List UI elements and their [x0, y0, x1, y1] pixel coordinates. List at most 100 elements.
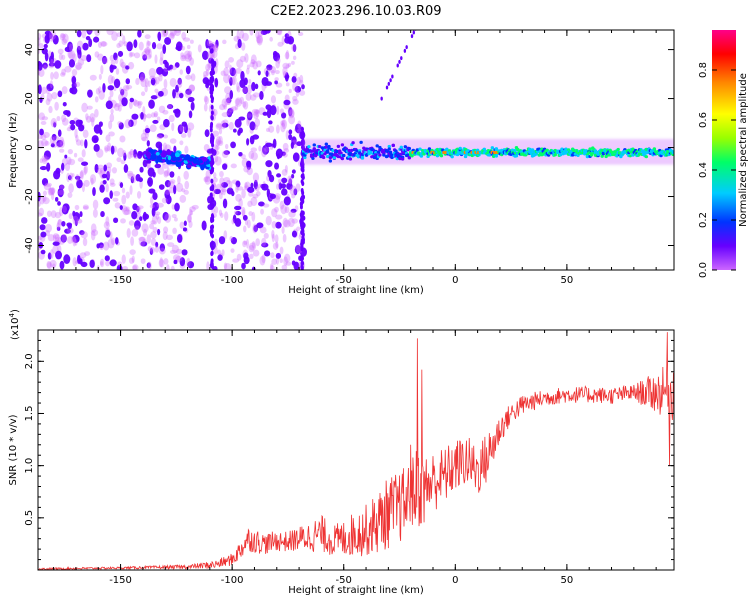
- heatmap-cell: [291, 174, 295, 179]
- heatmap-cell: [189, 57, 194, 66]
- heatmap-cell: [169, 138, 177, 144]
- heatmap-cell: [204, 129, 210, 138]
- heatmap-cell: [239, 79, 246, 89]
- heatmap-cell: [41, 47, 48, 55]
- heatmap-cell: [261, 242, 269, 248]
- spectrogram-ylabel: Frequency (Hz): [8, 112, 19, 188]
- heatmap-cell: [50, 210, 57, 219]
- heatmap-cell: [238, 198, 243, 208]
- heatmap-cell: [51, 187, 55, 196]
- heatmap-cell: [293, 188, 298, 196]
- heatmap-cell: [39, 224, 46, 231]
- heatmap-cell: [259, 226, 267, 234]
- heatmap-cell: [73, 152, 78, 158]
- heatmap-cell: [274, 162, 280, 170]
- heatmap-cell: [210, 240, 214, 246]
- heatmap-cell: [171, 244, 179, 254]
- heatmap-cell: [243, 225, 247, 233]
- heatmap-cell: [166, 264, 170, 270]
- heatmap-cell: [272, 242, 279, 250]
- heatmap-cell: [150, 238, 157, 246]
- heatmap-cell: [255, 34, 263, 44]
- heatmap-cell: [205, 68, 210, 77]
- heatmap-cell: [223, 104, 227, 110]
- heatmap-cell: [281, 264, 288, 270]
- heatmap-cell: [107, 142, 112, 152]
- heatmap-cell: [398, 157, 402, 161]
- heatmap-cell: [38, 42, 44, 49]
- heatmap-cell: [80, 169, 84, 180]
- heatmap-cell: [46, 92, 53, 102]
- heatmap-cell: [67, 175, 72, 181]
- heatmap-cell: [209, 192, 213, 198]
- heatmap-cell: [125, 84, 133, 90]
- heatmap-cell: [223, 230, 228, 240]
- heatmap-cell: [76, 218, 83, 224]
- heatmap-cell: [101, 173, 108, 179]
- heatmap-cell: [50, 143, 55, 148]
- heatmap-cell: [57, 201, 61, 206]
- heatmap-cell: [241, 262, 246, 270]
- heatmap-cell: [183, 50, 191, 60]
- heatmap-cell: [241, 32, 249, 42]
- heatmap-cell: [248, 244, 255, 253]
- heatmap-cell: [265, 104, 272, 111]
- heatmap-cell: [243, 166, 250, 173]
- heatmap-cell: [250, 182, 254, 189]
- heatmap-cell: [187, 96, 195, 103]
- heatmap-cell: [128, 257, 135, 264]
- heatmap-cell: [98, 242, 104, 249]
- heatmap-cell: [38, 84, 42, 95]
- heatmap-cell: [75, 62, 83, 70]
- heatmap-cell: [445, 147, 449, 151]
- heatmap-cell: [156, 43, 163, 50]
- heatmap-cell: [44, 182, 52, 187]
- x-tick-label: -150: [109, 575, 132, 586]
- heatmap-cell: [463, 154, 468, 159]
- heatmap-cell: [249, 30, 254, 36]
- heatmap-cell: [190, 101, 195, 111]
- heatmap-cell: [272, 138, 277, 149]
- heatmap-cell: [187, 54, 193, 61]
- heatmap-cell: [102, 241, 110, 251]
- heatmap-cell: [291, 169, 296, 174]
- y-tick-label: 1.5: [24, 406, 35, 422]
- heatmap-cell: [138, 236, 146, 247]
- heatmap-cell: [150, 196, 154, 205]
- heatmap-cell: [270, 252, 275, 259]
- x-tick-label: 50: [561, 575, 574, 586]
- heatmap-cell: [336, 144, 341, 148]
- heatmap-cell: [113, 86, 117, 92]
- y-tick-label: 40: [24, 43, 35, 56]
- heatmap-cell: [644, 155, 649, 159]
- heatmap-cell: [181, 188, 186, 193]
- heatmap-cell: [203, 103, 208, 112]
- heatmap-cell: [212, 189, 216, 197]
- heatmap-cell: [46, 260, 52, 269]
- heatmap-cell: [38, 140, 44, 149]
- heatmap-cell: [270, 95, 277, 104]
- heatmap-cell: [41, 86, 47, 95]
- heatmap-cell: [347, 148, 351, 153]
- heatmap-cell: [148, 67, 156, 78]
- heatmap-cell: [300, 201, 304, 207]
- heatmap-cell: [163, 170, 169, 178]
- heatmap-cell: [113, 52, 118, 61]
- heatmap-cell: [122, 207, 130, 216]
- heatmap-cell: [238, 151, 243, 157]
- heatmap-cell: [155, 241, 159, 248]
- heatmap-cell: [281, 112, 287, 119]
- heatmap-cell: [269, 36, 274, 42]
- heatmap-cell: [92, 187, 96, 197]
- heatmap-cell: [68, 172, 74, 182]
- heatmap-cell: [400, 56, 403, 61]
- heatmap-cell: [209, 127, 213, 133]
- heatmap-cell: [181, 46, 186, 51]
- heatmap-cell: [87, 30, 94, 34]
- heatmap-cell: [87, 89, 93, 98]
- heatmap-cell: [219, 183, 224, 189]
- heatmap-cell: [113, 78, 121, 89]
- heatmap-cell: [84, 251, 91, 256]
- heatmap-cell: [247, 186, 255, 193]
